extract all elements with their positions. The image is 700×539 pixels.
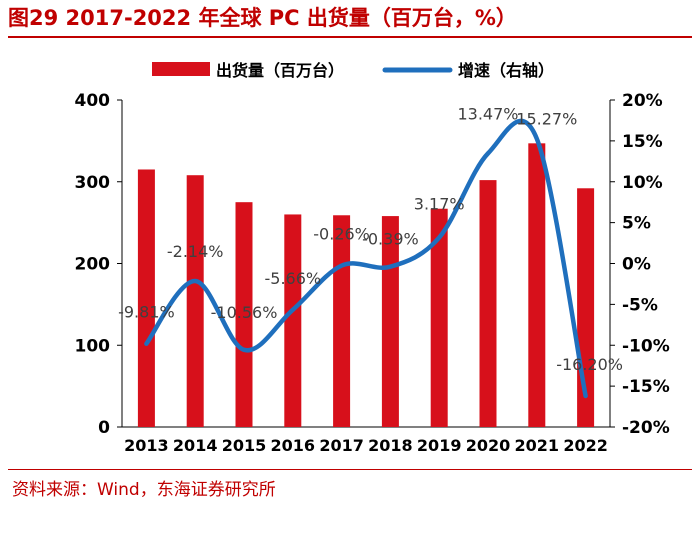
left-axis-tick-label: 300 (75, 173, 111, 193)
bar-2016 (284, 214, 302, 427)
source-note: 资料来源：Wind，东海证券研究所 (12, 480, 276, 500)
bar-2019 (430, 208, 448, 427)
x-tick-label-2016: 2016 (271, 436, 316, 455)
growth-label-2017: -0.26% (313, 225, 370, 244)
growth-label-2014: -2.14% (167, 242, 224, 261)
right-axis-tick-label: 5% (622, 214, 651, 234)
bar-2020 (479, 180, 497, 427)
growth-label-2013: -9.81% (118, 303, 175, 322)
growth-label-2015: -10.56% (211, 303, 278, 322)
left-axis-tick-label: 400 (75, 91, 111, 111)
growth-label-2022: -16.20% (556, 355, 623, 374)
right-axis-tick-label: -10% (622, 336, 670, 356)
source-rule (8, 469, 692, 470)
left-axis-tick-label: 200 (75, 255, 111, 275)
growth-label-2020: 13.47% (457, 104, 518, 123)
legend-label-bar: 出货量（百万台） (216, 61, 344, 80)
left-axis-tick-label: 0 (98, 418, 110, 438)
title-rule (8, 36, 692, 38)
x-tick-label-2018: 2018 (368, 436, 413, 455)
right-axis-tick-label: -15% (622, 377, 670, 397)
chart: 出货量（百万台） 增速（右轴）0100200300400-20%-15%-10%-… (75, 61, 670, 455)
growth-label-2019: 3.17% (414, 195, 465, 214)
legend-swatch-bar (152, 62, 210, 76)
left-axis-tick-label: 100 (75, 336, 111, 356)
x-tick-label-2013: 2013 (124, 436, 169, 455)
x-tick-label-2015: 2015 (222, 436, 267, 455)
figure-title: 图29 2017-2022 年全球 PC 出货量（百万台，%） (8, 6, 517, 30)
x-tick-label-2021: 2021 (515, 436, 560, 455)
bar-2017 (333, 215, 351, 427)
x-tick-label-2022: 2022 (563, 436, 608, 455)
right-axis-tick-label: 20% (622, 91, 663, 111)
right-axis-tick-label: 10% (622, 173, 663, 193)
x-tick-label-2019: 2019 (417, 436, 462, 455)
x-tick-label-2020: 2020 (466, 436, 511, 455)
right-axis-tick-label: -20% (622, 418, 670, 438)
growth-label-2021: 15.27% (516, 110, 577, 129)
bar-2015 (235, 202, 253, 427)
bar-2014 (186, 175, 204, 427)
x-tick-label-2014: 2014 (173, 436, 218, 455)
right-axis-tick-label: -5% (622, 295, 658, 315)
bar-2013 (137, 169, 155, 428)
x-tick-label-2017: 2017 (319, 436, 364, 455)
right-axis-tick-label: 0% (622, 255, 651, 275)
bar-2021 (528, 143, 546, 427)
growth-line (144, 118, 588, 399)
right-axis-tick-label: 15% (622, 132, 663, 152)
growth-label-2016: -5.66% (264, 269, 321, 288)
legend-label-line: 增速（右轴） (458, 61, 554, 80)
growth-label-2018: -0.39% (362, 230, 419, 249)
